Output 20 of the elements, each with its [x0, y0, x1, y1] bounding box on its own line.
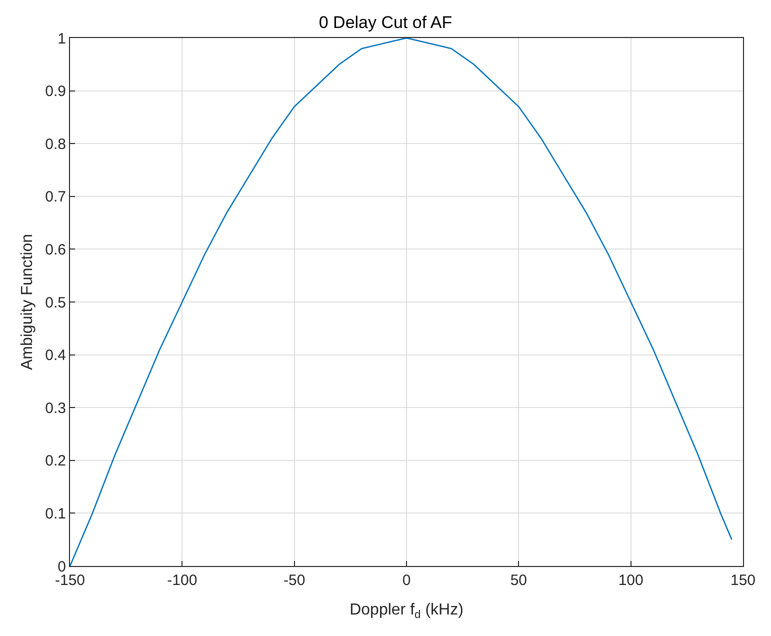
y-tick-label: 0.8: [45, 136, 66, 153]
chart-title: 0 Delay Cut of AF: [318, 12, 452, 32]
x-tick-label: -100: [167, 572, 198, 589]
line-series: [70, 38, 732, 566]
y-tick-label: 0.6: [45, 241, 66, 258]
y-tick-label: 0.3: [45, 400, 66, 417]
y-tick-label: 0.2: [45, 452, 66, 470]
y-tick-label: 1: [58, 30, 66, 48]
y-tick-label: 0.5: [45, 294, 66, 312]
x-tick-label: 100: [618, 572, 644, 589]
y-tick-label: 0.7: [45, 188, 66, 206]
x-axis-title: Doppler f$_{d}$ (kHz): [350, 602, 464, 622]
x-tick-label: 0: [402, 572, 411, 589]
x-tick-label: 50: [510, 572, 528, 589]
x-tick-label: 150: [730, 572, 756, 589]
y-tick-label: 0.9: [45, 83, 66, 100]
y-tick-label: 0.4: [45, 347, 66, 364]
y-axis-title: Ambiguity Function: [19, 234, 36, 370]
x-tick-label: -50: [283, 572, 306, 589]
y-tick-label: 0.1: [45, 505, 66, 522]
